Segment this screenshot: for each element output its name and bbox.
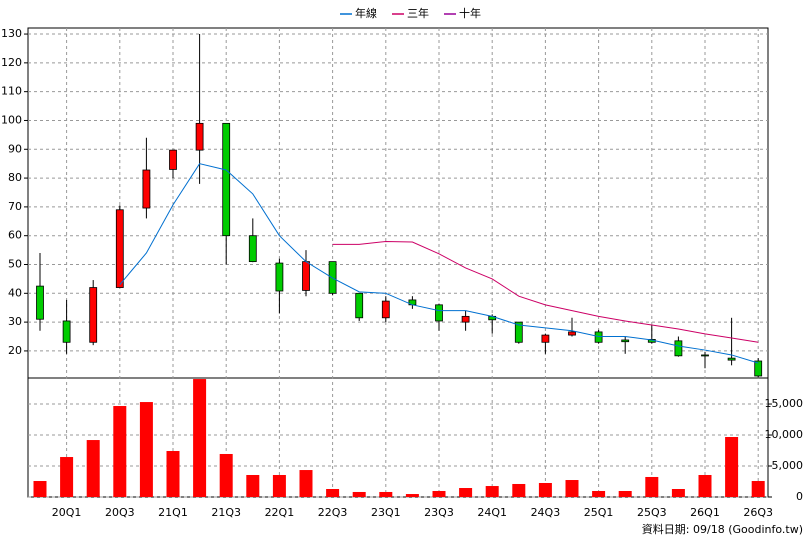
bar (538, 482, 552, 497)
y-tick-label: 10,000 (765, 428, 804, 441)
bar (352, 491, 366, 497)
bar (565, 480, 579, 497)
x-tick-label: 24Q3 (531, 506, 561, 519)
y-tick-label: 90 (8, 142, 22, 155)
bar (299, 470, 313, 497)
bar (326, 489, 340, 497)
y-tick-label: 40 (8, 286, 22, 299)
bar (86, 440, 100, 497)
candle-body (62, 320, 71, 343)
legend-label: 三年 (407, 6, 429, 20)
bar (725, 437, 739, 497)
bar (113, 406, 127, 497)
y-tick-label: 70 (8, 200, 22, 213)
bar (405, 494, 419, 497)
y-tick-label: 120 (1, 56, 22, 69)
x-tick-label: 26Q1 (690, 506, 720, 519)
line-series (332, 240, 759, 343)
candle-body (461, 315, 470, 323)
bar (193, 379, 207, 497)
bar (751, 481, 765, 497)
legend-label: 年線 (355, 6, 377, 20)
candle-body (302, 261, 310, 291)
bar (698, 474, 712, 497)
candle-body (275, 262, 284, 292)
candle-body (355, 292, 364, 319)
bar (592, 490, 606, 497)
candle-body (381, 300, 390, 319)
x-tick-label: 21Q1 (158, 506, 188, 519)
x-tick-label: 23Q3 (424, 506, 454, 519)
bar (512, 483, 526, 497)
x-tick-label: 25Q1 (584, 506, 614, 519)
bar (60, 457, 74, 497)
y-tick-label: 130 (1, 27, 22, 40)
x-tick-label: 20Q3 (105, 506, 135, 519)
x-tick-label: 20Q1 (52, 506, 82, 519)
candle-body (541, 334, 550, 343)
bar (432, 490, 446, 497)
y-tick-label: 100 (1, 113, 22, 126)
candle-body (754, 360, 763, 377)
x-tick-label: 25Q3 (637, 506, 667, 519)
candle-body (727, 357, 736, 361)
bar (33, 481, 47, 497)
bar (219, 453, 233, 497)
x-tick-label: 26Q3 (743, 506, 773, 519)
candle-body (674, 340, 683, 357)
bar (618, 490, 632, 497)
bar (139, 402, 153, 497)
bar (459, 488, 473, 497)
y-tick-label: 110 (1, 85, 22, 98)
y-tick-label: 50 (8, 258, 22, 271)
candle-body (89, 287, 98, 343)
candle-body (435, 304, 443, 322)
legend-label: 十年 (459, 6, 481, 20)
candle-body (514, 321, 523, 343)
candle-body (222, 122, 231, 237)
y-tick-label: 30 (8, 315, 22, 328)
y-tick-label: 0 (796, 490, 803, 503)
candle-body (701, 354, 709, 357)
y-tick-label: 80 (8, 171, 22, 184)
x-tick-label: 21Q3 (211, 506, 241, 519)
candle-body (195, 122, 204, 151)
bar (485, 486, 499, 497)
bar (246, 474, 260, 497)
candle-body (169, 149, 177, 170)
x-tick-label: 22Q1 (265, 506, 295, 519)
bar (671, 489, 685, 497)
y-tick-label: 60 (8, 229, 22, 242)
bar (272, 474, 286, 497)
x-tick-label: 23Q1 (371, 506, 401, 519)
candle-body (115, 209, 124, 288)
y-tick-label: 15,000 (765, 397, 804, 410)
volume-frame (27, 377, 769, 498)
y-tick-label: 5,000 (772, 459, 804, 472)
x-tick-label: 22Q3 (318, 506, 348, 519)
candle-body (594, 331, 603, 343)
footnote: 資料日期: 09/18 (Goodinfo.tw) (642, 522, 803, 536)
candle-body (36, 285, 44, 320)
bar (379, 491, 393, 497)
candle-body (248, 235, 257, 263)
bar (166, 451, 180, 497)
candle-body (568, 331, 576, 336)
line-series (119, 163, 759, 364)
x-tick-label: 24Q1 (477, 506, 507, 519)
candle-body (142, 169, 151, 209)
y-tick-label: 20 (8, 344, 22, 357)
bar (645, 476, 659, 497)
candle-body (621, 339, 630, 343)
